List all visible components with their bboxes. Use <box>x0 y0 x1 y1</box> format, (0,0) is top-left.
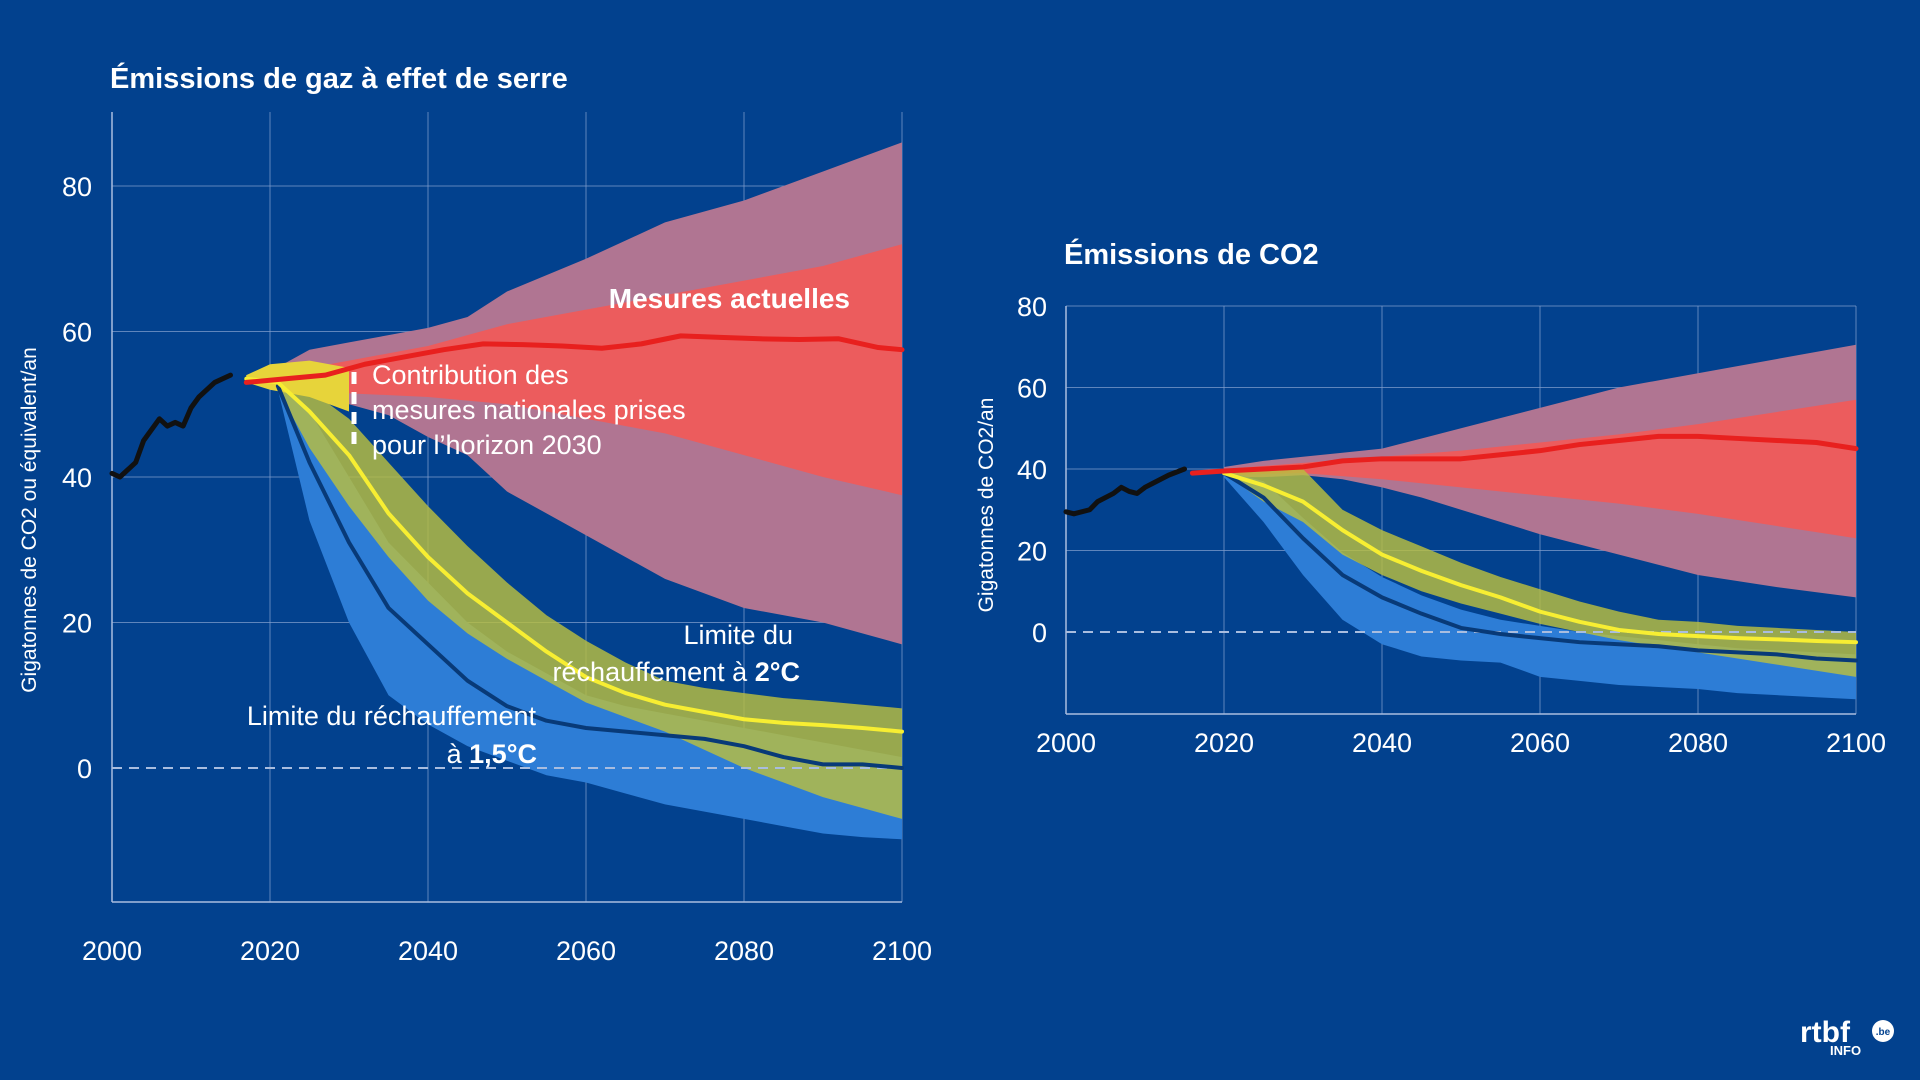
line-historical <box>109 372 233 480</box>
band-limit-2c <box>1224 469 1856 677</box>
chart-title-co2: Émissions de CO2 <box>1064 237 1319 271</box>
logo-sub: INFO <box>1830 1043 1861 1058</box>
line-current-policies <box>243 333 905 385</box>
annotation-15c-line2: à 1,5°C <box>447 739 537 769</box>
y-tick-label: 40 <box>1017 455 1047 485</box>
y-tick-label: 0 <box>1032 618 1047 648</box>
line-historical <box>1063 466 1187 517</box>
x-tick-label: 2080 <box>1668 728 1728 758</box>
y-axis-ticks-ghg: 80 60 40 20 0 <box>62 172 92 784</box>
annotation-2c-value: 2°C <box>755 657 800 687</box>
band-current-policies-inner <box>270 244 902 496</box>
annotation-15c-value: 1,5°C <box>469 739 537 769</box>
y-tick-label: 40 <box>62 463 92 493</box>
y-axis-label-co2: Gigatonnes de CO2/an <box>975 398 998 613</box>
x-tick-label: 2040 <box>398 936 458 966</box>
line-limit-1-5c <box>275 384 904 770</box>
band-limit-2c <box>246 375 903 819</box>
logo-badge: .be <box>1876 1027 1891 1038</box>
x-axis-ticks-co2: 2000 2020 2040 2060 2080 2100 <box>1036 728 1886 758</box>
band-limit-1-5c <box>1224 471 1856 700</box>
annotation-current-policies: Mesures actuelles <box>609 283 850 314</box>
x-axis-ticks-ghg: 2000 2020 2040 2060 2080 2100 <box>82 936 932 966</box>
x-tick-label: 2100 <box>872 936 932 966</box>
y-tick-label: 0 <box>77 754 92 784</box>
x-tick-label: 2020 <box>1194 728 1254 758</box>
line-current-policies <box>1189 433 1859 476</box>
logo-brand: rtbf <box>1800 1016 1851 1049</box>
chart-ghg-emissions: Émissions de gaz à effet de serre 2000 2… <box>18 61 932 966</box>
plot-area-ghg <box>109 142 905 840</box>
annotation-ndc-line2: mesures nationales prises <box>372 395 686 425</box>
x-tick-label: 2000 <box>82 936 142 966</box>
annotation-2c-line1: Limite du <box>683 620 793 650</box>
y-axis-label-ghg: Gigatonnes de CO2 ou équivalent/an <box>18 347 41 693</box>
y-tick-label: 20 <box>1017 537 1047 567</box>
annotation-15c-text: à <box>447 739 470 769</box>
y-tick-label: 80 <box>62 172 92 202</box>
x-tick-label: 2060 <box>1510 728 1570 758</box>
x-tick-label: 2020 <box>240 936 300 966</box>
x-tick-label: 2000 <box>1036 728 1096 758</box>
x-tick-label: 2100 <box>1826 728 1886 758</box>
annotation-ndc-line1: Contribution des <box>372 360 569 390</box>
x-tick-label: 2040 <box>1352 728 1412 758</box>
x-tick-label: 2080 <box>714 936 774 966</box>
y-tick-label: 60 <box>1017 374 1047 404</box>
annotation-15c-line1: Limite du réchauffement <box>247 701 537 731</box>
line-limit-2c <box>1222 471 1858 645</box>
y-tick-label: 60 <box>62 318 92 348</box>
line-limit-2c <box>244 376 904 734</box>
rtbf-info-logo: rtbf .be INFO <box>1800 1016 1894 1058</box>
annotation-ndc-line3: pour l’horizon 2030 <box>372 430 602 460</box>
y-axis-ticks-co2: 80 60 40 20 0 <box>1017 292 1047 648</box>
x-tick-label: 2060 <box>556 936 616 966</box>
plot-area-co2 <box>1063 344 1859 700</box>
annotation-2c-text: réchauffement à <box>553 657 755 687</box>
annotation-2c-line2: réchauffement à 2°C <box>553 657 800 687</box>
line-limit-1-5c <box>1222 471 1858 663</box>
band-limit-1-5c <box>277 378 902 840</box>
chart-co2-emissions: Émissions de CO2 2000 2020 2040 2060 208… <box>975 237 1886 758</box>
logo-badge-circle <box>1872 1020 1894 1042</box>
y-tick-label: 20 <box>62 609 92 639</box>
chart-title-ghg: Émissions de gaz à effet de serre <box>110 61 568 95</box>
y-tick-label: 80 <box>1017 292 1047 322</box>
